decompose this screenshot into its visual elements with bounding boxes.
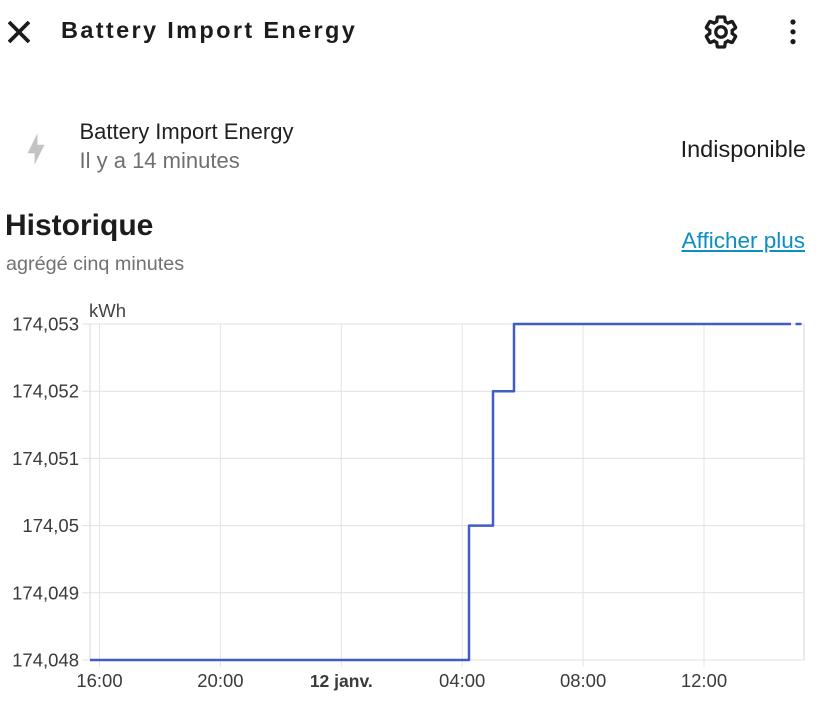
svg-text:12 janv.: 12 janv.: [310, 671, 373, 691]
svg-text:174,048: 174,048: [12, 650, 79, 671]
svg-text:174,051: 174,051: [12, 448, 79, 469]
svg-text:16:00: 16:00: [76, 670, 122, 691]
svg-text:174,05: 174,05: [22, 515, 79, 536]
svg-text:08:00: 08:00: [560, 670, 606, 691]
svg-text:174,049: 174,049: [12, 582, 79, 603]
svg-text:04:00: 04:00: [439, 670, 485, 691]
svg-text:12:00: 12:00: [681, 670, 727, 691]
svg-text:kWh: kWh: [89, 300, 126, 321]
svg-text:20:00: 20:00: [197, 670, 243, 691]
svg-text:174,052: 174,052: [12, 381, 79, 402]
svg-text:174,053: 174,053: [12, 314, 79, 335]
